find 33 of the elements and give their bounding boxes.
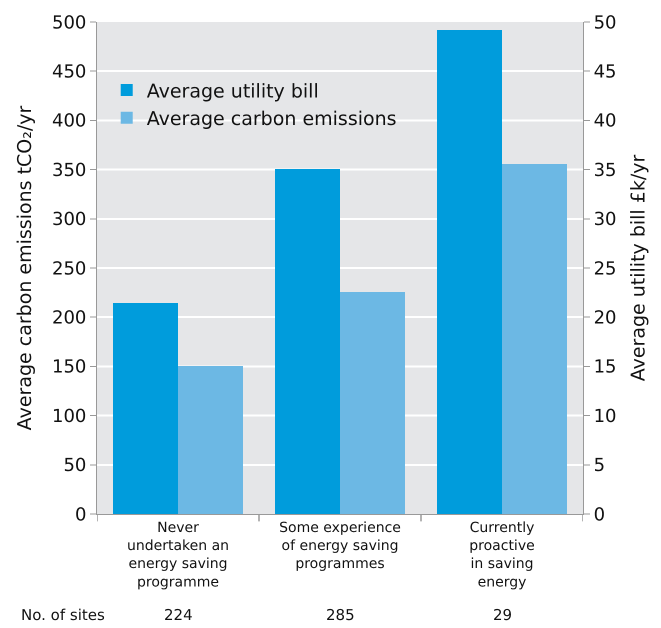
y2-axis-title: Average utility bill £k/yr [627, 154, 650, 382]
y2-tick-label: 40 [594, 110, 617, 132]
x-tick-label: Currently proactive in saving energy [469, 520, 535, 590]
y2-tick-label: 50 [594, 12, 617, 34]
y-tick-label: 100 [52, 406, 86, 427]
y-tick-label: 300 [52, 209, 86, 230]
y-tick-label: 200 [52, 308, 86, 328]
legend-label: Average carbon emissions [146, 108, 397, 130]
y2-tick-label: 5 [594, 455, 606, 476]
x-tick-label: Some experience of energy saving programmes [279, 520, 401, 572]
y-axis-title: Average carbon emissions tCO₂/yr [14, 106, 36, 430]
y-tick-label: 250 [52, 258, 86, 280]
y2-tick-label: 15 [594, 356, 617, 378]
text: No. of sites [21, 606, 105, 624]
y2-tick-label: 30 [594, 209, 617, 230]
y-tick-label: 400 [52, 110, 86, 132]
y-tick-label: 0 [74, 504, 86, 526]
text: 285 [326, 606, 355, 624]
legend-label: Average utility bill [146, 80, 319, 102]
y-tick-label: 50 [63, 455, 86, 476]
y2-tick-label: 45 [594, 62, 617, 82]
y2-tick-label: 20 [594, 308, 617, 328]
y-tick-label: 350 [52, 160, 86, 181]
y-tick-label: 500 [52, 12, 86, 34]
y2-tick-label: 25 [594, 258, 617, 280]
y-tick-label: 450 [52, 62, 86, 82]
text: 29 [493, 606, 512, 624]
x-tick-label: Never undertaken an energy saving programme [126, 520, 230, 590]
y-tick-label: 150 [52, 356, 86, 378]
y2-tick-label: 0 [594, 504, 606, 526]
y2-tick-label: 10 [594, 406, 617, 427]
text: 224 [164, 606, 193, 624]
y2-tick-label: 35 [594, 160, 617, 181]
